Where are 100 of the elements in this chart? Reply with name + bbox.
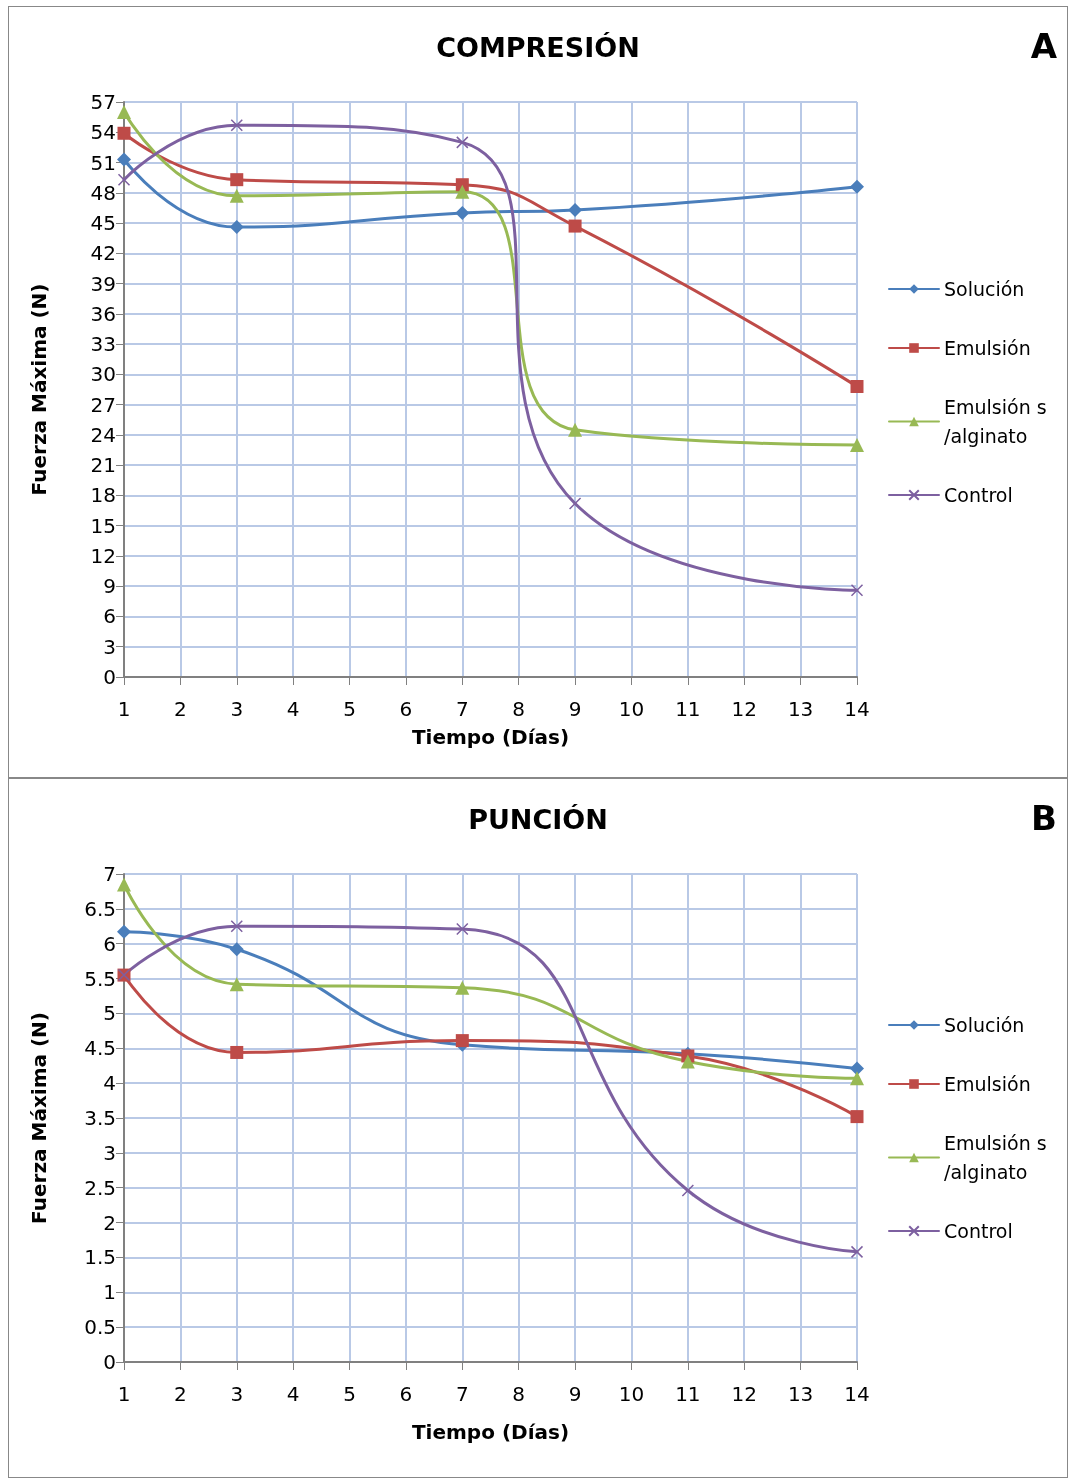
x-tick-label: 7 bbox=[455, 1382, 469, 1406]
x-tick-label: 4 bbox=[286, 697, 300, 721]
point bbox=[456, 922, 469, 936]
point bbox=[230, 173, 244, 187]
y-axis-title: Fuerza Máxima (N) bbox=[27, 1012, 51, 1224]
point bbox=[230, 920, 244, 933]
point bbox=[680, 1054, 695, 1069]
y-tick-label: 48 bbox=[90, 180, 116, 205]
point bbox=[455, 205, 470, 220]
y-tick-label: 9 bbox=[103, 574, 116, 599]
x-tick-label: 13 bbox=[787, 1382, 814, 1406]
x-tick-label: 7 bbox=[455, 697, 469, 721]
y-tick-label: 42 bbox=[90, 241, 116, 266]
x-tick-label: 11 bbox=[675, 1382, 701, 1406]
legend-label: Solución bbox=[944, 1014, 1025, 1036]
y-tick-label: 33 bbox=[90, 332, 116, 357]
y-tick-label: 5.5 bbox=[84, 966, 116, 991]
y-tick-label: 3 bbox=[103, 634, 116, 659]
y-tick-label: 1.5 bbox=[84, 1245, 116, 1270]
point bbox=[568, 422, 583, 437]
x-axis-title: Tiempo (Días) bbox=[411, 725, 570, 749]
x-tick-label: 2 bbox=[174, 1382, 187, 1406]
x-tick-label: 8 bbox=[512, 697, 526, 721]
y-tick-label: 2 bbox=[103, 1210, 116, 1235]
y-tick-label: 4.5 bbox=[84, 1036, 116, 1061]
point bbox=[850, 1110, 864, 1124]
y-tick-label: 3.5 bbox=[84, 1106, 116, 1130]
x-tick-label: 3 bbox=[230, 1382, 244, 1406]
y-tick-label: 12 bbox=[90, 543, 116, 568]
x-tick-label: 6 bbox=[399, 1382, 413, 1406]
y-tick-label: 4 bbox=[103, 1071, 116, 1096]
legend-label: Emulsión s/alginato bbox=[944, 396, 1047, 447]
y-tick-label: 24 bbox=[90, 422, 116, 447]
x-tick-label: 3 bbox=[230, 697, 244, 721]
point bbox=[117, 924, 131, 939]
y-tick-label: 15 bbox=[90, 513, 116, 538]
point bbox=[455, 980, 470, 995]
point bbox=[681, 1184, 695, 1197]
x-tick-label: 4 bbox=[286, 1382, 300, 1406]
y-axis-title: Fuerza Máxima (N) bbox=[27, 283, 51, 496]
text: B bbox=[1031, 798, 1058, 838]
point bbox=[229, 977, 244, 992]
x-tick-label: 14 bbox=[844, 1382, 870, 1406]
text: A bbox=[1030, 26, 1058, 66]
point bbox=[850, 379, 864, 393]
x-tick-label: 2 bbox=[174, 697, 187, 721]
x-tick-label: 5 bbox=[343, 1382, 356, 1406]
y-tick-label: 51 bbox=[90, 150, 116, 175]
point bbox=[850, 584, 864, 597]
x-tick-label: 6 bbox=[399, 697, 413, 721]
y-tick-label: 0 bbox=[103, 665, 116, 689]
point bbox=[117, 173, 131, 186]
y-tick-label: 6 bbox=[103, 604, 116, 629]
y-tick-label: 27 bbox=[90, 392, 116, 417]
y-tick-label: 5 bbox=[103, 1001, 116, 1026]
x-tick-label: 13 bbox=[787, 697, 814, 721]
x-tick-label: 12 bbox=[731, 1382, 757, 1406]
chart-title: COMPRESIÓN bbox=[436, 32, 640, 63]
legend-label: Emulsión bbox=[944, 337, 1031, 359]
x-tick-label: 12 bbox=[731, 697, 757, 721]
x-tick-label: 9 bbox=[568, 1382, 582, 1406]
y-tick-label: 3 bbox=[103, 1140, 116, 1165]
y-tick-label: 30 bbox=[90, 362, 116, 387]
point bbox=[229, 220, 244, 235]
point bbox=[229, 942, 244, 957]
x-tick-label: 10 bbox=[618, 697, 645, 721]
point bbox=[455, 184, 470, 199]
point bbox=[568, 202, 583, 217]
point bbox=[850, 1071, 864, 1086]
y-tick-label: 54 bbox=[90, 120, 116, 145]
x-tick-label: 5 bbox=[343, 697, 356, 721]
y-tick-label: 0 bbox=[103, 1350, 116, 1374]
point bbox=[117, 126, 131, 140]
x-axis-title: Tiempo (Días) bbox=[411, 1420, 570, 1444]
y-tick-label: 1 bbox=[103, 1280, 116, 1305]
x-tick-label: 14 bbox=[844, 697, 870, 721]
legend-label: Control bbox=[944, 1220, 1013, 1242]
y-tick-label: 6 bbox=[103, 931, 116, 956]
y-tick-label: 21 bbox=[90, 453, 116, 478]
point bbox=[850, 1061, 864, 1076]
y-tick-label: 18 bbox=[90, 483, 116, 508]
y-tick-label: 57 bbox=[90, 90, 116, 114]
x-tick-label: 9 bbox=[568, 697, 582, 721]
x-tick-label: 8 bbox=[512, 1382, 526, 1406]
point bbox=[455, 1034, 469, 1048]
point bbox=[230, 1045, 244, 1059]
y-tick-label: 6.5 bbox=[84, 896, 116, 921]
y-tick-label: 7 bbox=[103, 862, 116, 886]
legend-label: Control bbox=[944, 484, 1013, 506]
legend-label: Solución bbox=[944, 278, 1025, 300]
chart-title: PUNCIÓN bbox=[468, 804, 608, 835]
point bbox=[229, 188, 244, 203]
point bbox=[850, 1245, 864, 1259]
point bbox=[850, 437, 864, 452]
y-tick-label: 36 bbox=[90, 301, 116, 326]
x-tick-label: 10 bbox=[618, 1382, 645, 1406]
point bbox=[456, 136, 469, 149]
point bbox=[568, 219, 582, 233]
y-tick-label: 0.5 bbox=[84, 1315, 116, 1340]
legend-label: Emulsión s/alginato bbox=[944, 1132, 1047, 1183]
